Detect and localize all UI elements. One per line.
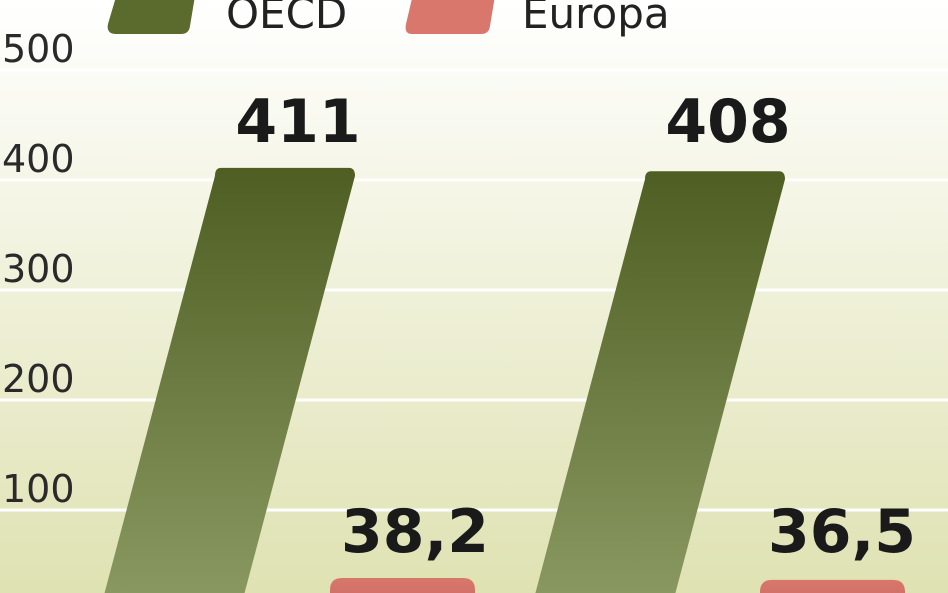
value-label-europa-2: 36,5: [768, 497, 916, 567]
legend-swatch-oecd: [107, 0, 195, 34]
legend: OECD Europa: [107, 0, 670, 38]
legend-swatch-europa: [405, 0, 495, 34]
value-label-oecd-2: 408: [665, 87, 790, 157]
y-tick-label-400: 400: [2, 137, 75, 181]
value-labels: 411 408 38,2 36,5: [235, 87, 916, 567]
legend-label-europa: Europa: [522, 0, 670, 38]
y-tick-label-300: 300: [2, 247, 75, 291]
bar-oecd-2: [535, 171, 785, 593]
legend-label-oecd: OECD: [226, 0, 347, 38]
bar-europa-1: [330, 577, 475, 593]
value-label-europa-1: 38,2: [341, 497, 489, 567]
y-tick-label-200: 200: [2, 357, 75, 401]
y-axis-ticks: 100 200 300 400 500: [2, 27, 75, 511]
value-label-oecd-1: 411: [235, 87, 360, 157]
bars: [104, 167, 905, 593]
y-tick-label-500: 500: [2, 27, 75, 71]
y-tick-label-100: 100: [2, 467, 75, 511]
bar-europa-2: [760, 579, 905, 593]
bar-oecd-1: [104, 167, 355, 593]
